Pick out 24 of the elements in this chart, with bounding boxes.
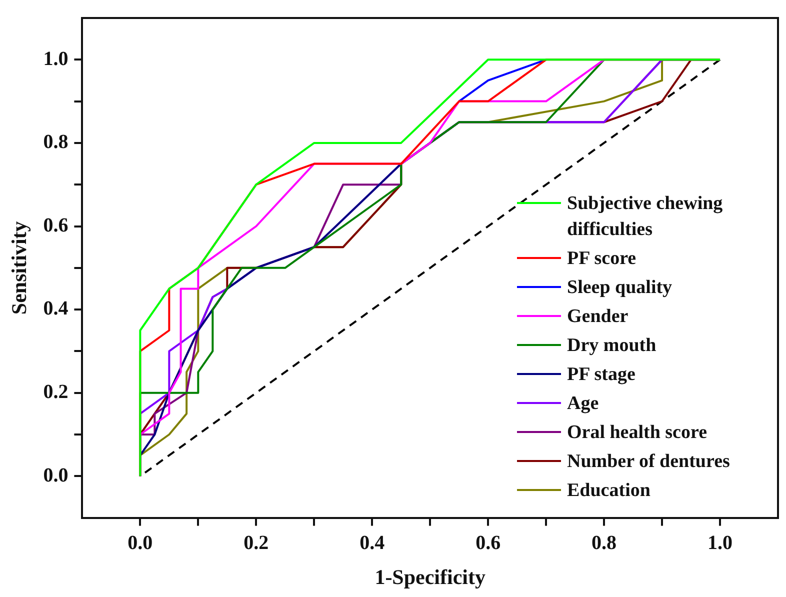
x-tick-label: 0.8 [592,532,617,554]
x-tick-label: 0.2 [244,532,269,554]
x-tick-label: 1.0 [708,532,733,554]
legend-label: Oral health score [567,421,708,445]
legend-label: Dry mouth [567,334,656,358]
x-axis-title: 1-Specificity [374,564,486,589]
legend-label: Age [567,392,599,416]
y-tick-label: 0.6 [43,214,68,236]
y-tick-label: 0.4 [43,298,68,320]
y-tick-label: 0.8 [43,131,68,154]
y-axis-title: Sensitivity [7,220,32,315]
legend-label: PF stage [567,363,636,387]
y-tick-label: 0.2 [43,381,68,404]
x-tick-label: 0.6 [476,532,501,554]
legend-label: Gender [567,305,628,329]
x-tick-label: 0.4 [360,532,385,554]
legend-label: Subjective chewing difficulties [567,192,724,242]
y-tick-label: 1.0 [43,48,68,70]
legend-label: Education [567,479,650,503]
legend-label: Sleep quality [567,276,672,300]
legend-label: PF score [567,247,636,271]
x-tick-label: 0.0 [128,532,153,554]
y-tick-label: 0.0 [43,464,68,486]
legend-label: Number of dentures [567,450,730,474]
